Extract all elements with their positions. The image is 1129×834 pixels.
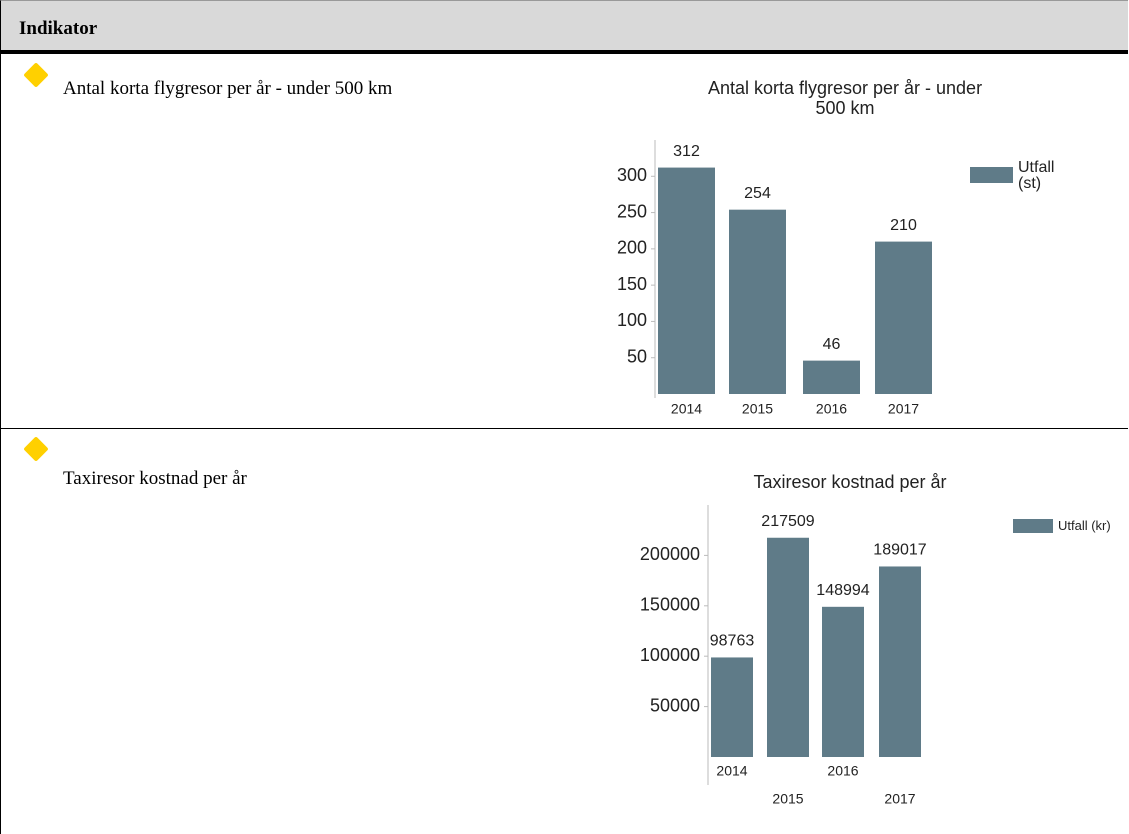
y-tick-label: 50	[627, 346, 647, 366]
y-tick-label: 250	[617, 201, 647, 221]
bar	[767, 537, 809, 757]
table-header: Indikator	[0, 0, 1128, 54]
bar	[711, 657, 753, 757]
bar	[875, 241, 932, 394]
row-label: Taxiresor kostnad per år	[63, 468, 247, 489]
x-tick-label: 2014	[671, 401, 702, 417]
chart-title: Antal korta flygresor per år - under 500…	[707, 78, 983, 118]
bar	[803, 360, 860, 394]
y-tick-label: 300	[617, 165, 647, 185]
legend-swatch	[1013, 519, 1053, 533]
x-tick-label: 2016	[816, 401, 847, 417]
x-tick-label: 2015	[772, 791, 803, 807]
y-tick-label: 100	[617, 310, 647, 330]
value-label: 46	[823, 336, 841, 353]
y-tick-label: 200000	[640, 544, 700, 564]
bar	[658, 167, 715, 394]
value-label: 254	[744, 185, 771, 202]
bar	[879, 566, 921, 757]
legend-swatch	[970, 167, 1013, 183]
value-label: 148994	[816, 582, 869, 599]
header-title: Indikator	[19, 18, 98, 39]
x-tick-label: 2016	[827, 763, 858, 779]
chart-title: Taxiresor kostnad per år	[753, 472, 947, 492]
x-tick-label: 2014	[716, 763, 747, 779]
legend-label: Utfall (st)	[1018, 159, 1055, 192]
value-label: 210	[890, 217, 917, 234]
y-tick-label: 150	[617, 274, 647, 294]
y-tick-label: 150000	[640, 595, 700, 615]
value-label: 189017	[873, 542, 926, 559]
bar	[729, 209, 786, 394]
y-tick-label: 200	[617, 238, 647, 258]
y-tick-label: 100000	[640, 645, 700, 665]
x-tick-label: 2017	[888, 401, 919, 417]
value-label: 312	[673, 143, 700, 160]
value-label: 98763	[710, 633, 755, 650]
legend-label: Utfall (kr)	[1058, 518, 1111, 533]
y-tick-label: 50000	[650, 695, 700, 715]
x-tick-label: 2015	[742, 401, 773, 417]
x-tick-label: 2017	[884, 791, 915, 807]
table-row: Antal korta flygresor per år - under 500…	[0, 54, 1128, 429]
value-label: 217509	[761, 513, 814, 530]
table-row: Taxiresor kostnad per år	[0, 428, 1128, 834]
bar	[822, 606, 864, 757]
row-label: Antal korta flygresor per år - under 500…	[63, 78, 393, 99]
